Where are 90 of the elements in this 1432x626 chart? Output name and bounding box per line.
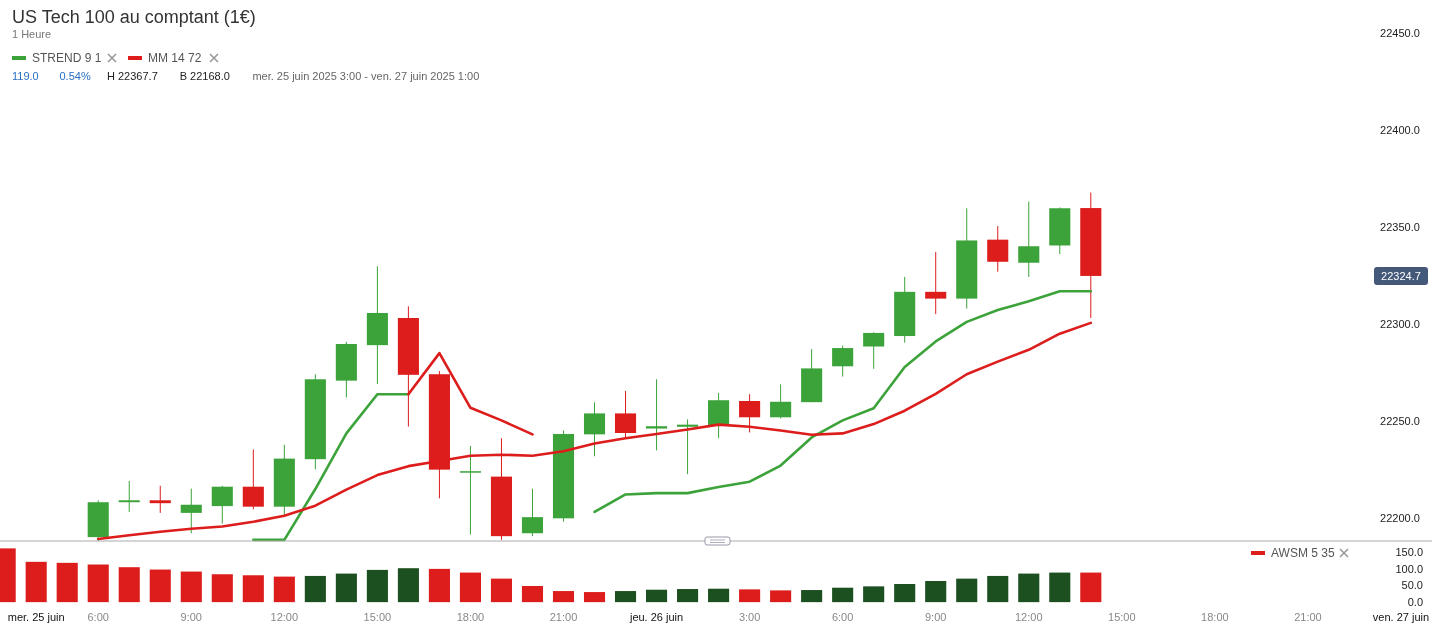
bar [211,574,233,603]
candlestick [583,401,606,457]
x-tick-label: 18:00 [456,611,485,623]
annotation: mer. 25 juin 2025 3:00 - ven. 27 juin 2025 1:00 [252,70,480,82]
y-tick-label: 100.0 [1395,562,1423,575]
x-tick-label: jeu. 26 juin [628,611,684,623]
x-tick-label: 9:00 [180,611,202,623]
bar [677,589,699,603]
x-tick-label: 6:00 [831,611,854,623]
bar [490,578,512,603]
bar [1018,573,1040,603]
x-tick-label: 12:00 [270,611,299,623]
bar [335,573,357,603]
annotation: H 22367.7 [107,70,158,82]
candlestick [987,225,1009,273]
candlestick [521,488,544,537]
chart-title: US Tech 100 au comptant (1€) [12,7,256,27]
candlestick [180,488,202,534]
y-tick-label: 50.0 [1401,579,1423,592]
x-tick-label: 9:00 [925,611,947,623]
y-tick-label: 22200.0 [1380,511,1420,524]
bar [614,591,637,603]
bar [242,575,264,603]
candlestick [459,445,481,535]
candlestick [149,485,171,514]
bar [552,591,575,603]
bar [739,589,761,603]
bar [1049,572,1071,603]
text: 1 Heure [12,28,52,40]
candlestick [677,418,699,475]
y-tick-label: 22400.0 [1380,123,1420,136]
candlestick [739,393,761,433]
bar [56,562,78,603]
bar [397,568,419,603]
bar [646,589,668,603]
y-tick-label: 0.0 [1407,596,1423,609]
bar [273,576,295,603]
annotation: 119.0 [12,70,39,82]
bar [87,564,109,603]
candlestick [646,378,668,451]
legend-label: MM 14 72 [148,51,202,65]
candlestick [614,390,637,438]
x-tick-label: 6:00 [87,611,109,623]
candlestick [770,383,792,419]
legend-label: STREND 9 1 [32,51,102,65]
bar [863,586,885,603]
y-tick-label: 22300.0 [1380,317,1420,330]
bar [770,590,792,603]
x-tick-label: 21:00 [1294,611,1322,623]
bar [366,569,388,603]
candlestick [118,480,140,513]
candlestick [863,331,885,370]
candlestick [1018,201,1040,278]
bar [180,571,202,603]
y-tick-label: 22450.0 [1380,26,1420,39]
x-tick-label: 18:00 [1201,611,1229,623]
x-tick-label: mer. 25 juin [7,611,65,623]
annotation: B 22168.0 [179,70,230,82]
x-tick-label: 15:00 [1108,611,1136,623]
y-tick-label: 22250.0 [1380,414,1420,427]
annotation: 22324.7 [1381,269,1421,282]
bar [583,592,606,603]
bar [956,578,978,603]
annotation: 0.54% [59,70,91,82]
x-tick-label: 3:00 [738,611,761,623]
bar [708,588,730,603]
candlestick [242,448,264,510]
bar [149,569,171,603]
x-tick-label: 21:00 [549,611,578,623]
bar [987,575,1009,603]
x-tick-label: ven. 27 juin [1372,611,1430,623]
candlestick [925,251,947,315]
x-tick-label: 12:00 [1015,611,1043,623]
legend-label: AWSM 5 35 [1271,546,1335,560]
candlestick [211,485,233,525]
bar [304,575,326,603]
bar [428,568,450,603]
x-tick-label: 15:00 [363,611,392,623]
bar [459,572,481,603]
bar [25,561,47,603]
y-tick-label: 22350.0 [1380,220,1420,233]
candlestick [832,345,854,378]
bar [1080,572,1102,603]
y-tick-label: 150.0 [1395,545,1423,558]
bar [925,580,947,603]
bar [521,586,544,603]
bar [118,567,140,603]
bar [832,587,854,603]
bar [894,584,916,603]
bar [801,590,823,603]
